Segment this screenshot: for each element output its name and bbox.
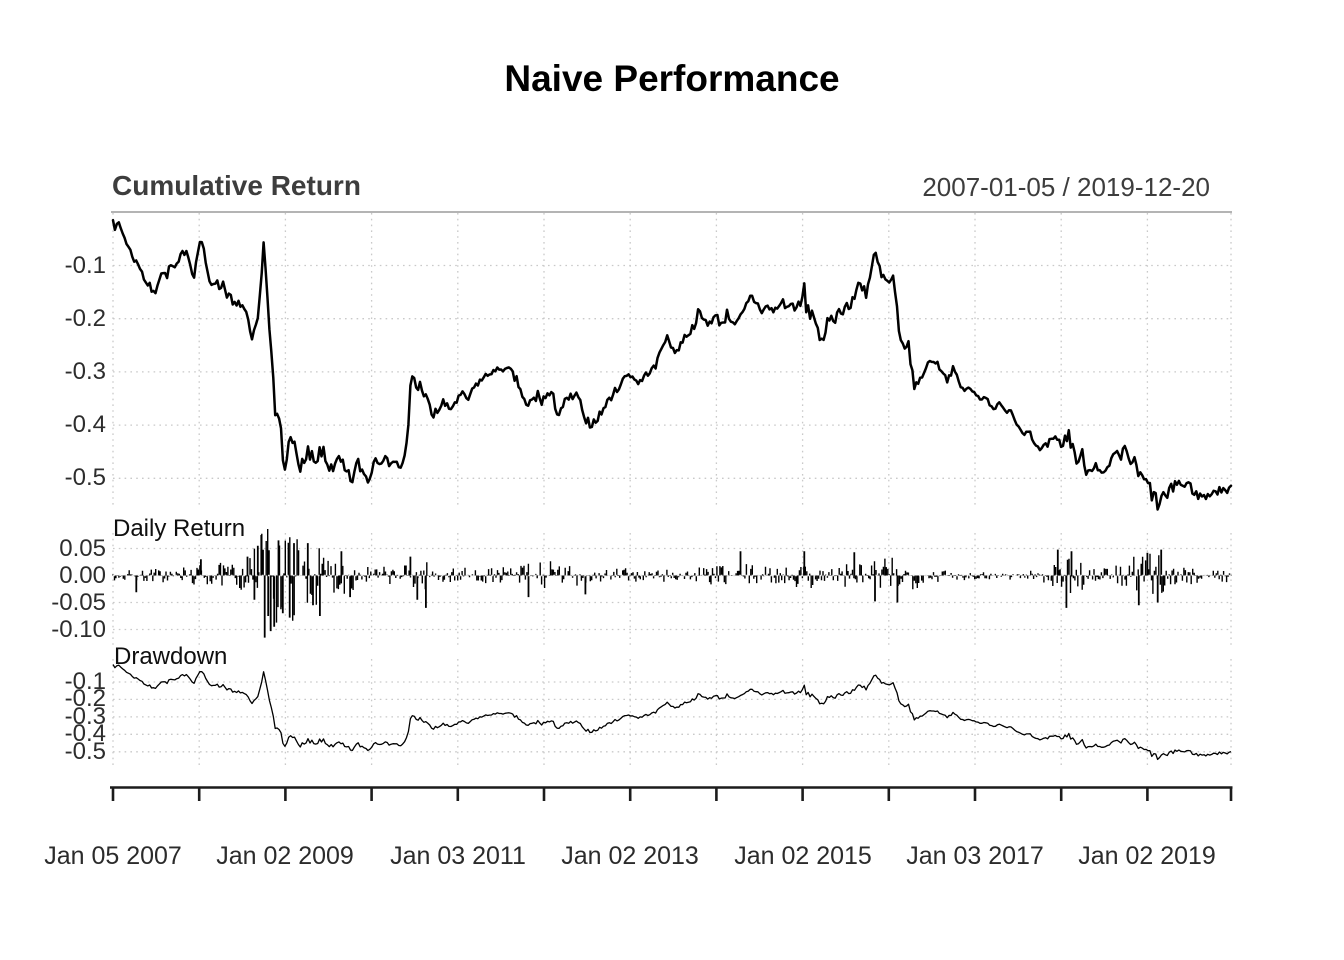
panel-label-daily-return: Daily Return bbox=[113, 515, 246, 542]
y-tick-label: -0.2 bbox=[64, 305, 106, 332]
y-tick-label: -0.4 bbox=[64, 411, 106, 438]
y-tick-label: 0.00 bbox=[59, 562, 106, 589]
y-tick-label: -0.4 bbox=[64, 720, 106, 747]
x-tick-label: Jan 05 2007 bbox=[44, 842, 182, 870]
y-tick-label: -0.3 bbox=[64, 703, 106, 730]
daily-return-outlier-bars bbox=[135, 535, 1163, 638]
y-tick-label: -0.1 bbox=[64, 252, 106, 279]
chart-title: Naive Performance bbox=[504, 58, 840, 99]
y-tick-label: -0.10 bbox=[51, 616, 106, 643]
x-axis bbox=[110, 786, 1233, 801]
panel-label-drawdown: Drawdown bbox=[114, 643, 228, 670]
x-tick-label: Jan 02 2013 bbox=[561, 842, 699, 870]
panel-title-cumulative-return: Cumulative Return bbox=[112, 170, 361, 201]
gridlines bbox=[112, 213, 1232, 768]
daily-return-bars bbox=[112, 529, 1232, 630]
date-range-label: 2007-01-05 / 2019-12-20 bbox=[922, 172, 1210, 202]
y-tick-label: 0.05 bbox=[59, 535, 106, 562]
y-tick-label: -0.5 bbox=[64, 738, 106, 765]
y-tick-label: -0.2 bbox=[64, 685, 106, 712]
y-tick-label: -0.5 bbox=[64, 464, 106, 491]
cumulative-return-line bbox=[111, 218, 1233, 511]
drawdown-line bbox=[112, 664, 1232, 761]
y-tick-label: -0.3 bbox=[64, 358, 106, 385]
y-tick-label: -0.05 bbox=[51, 589, 106, 616]
x-tick-label: Jan 02 2009 bbox=[216, 842, 354, 870]
y-tick-label: -0.1 bbox=[64, 668, 106, 695]
x-tick-label: Jan 03 2011 bbox=[390, 842, 526, 870]
x-tick-label: Jan 02 2019 bbox=[1078, 842, 1216, 870]
x-tick-label: Jan 03 2017 bbox=[906, 842, 1044, 870]
x-tick-label: Jan 02 2015 bbox=[734, 842, 872, 870]
